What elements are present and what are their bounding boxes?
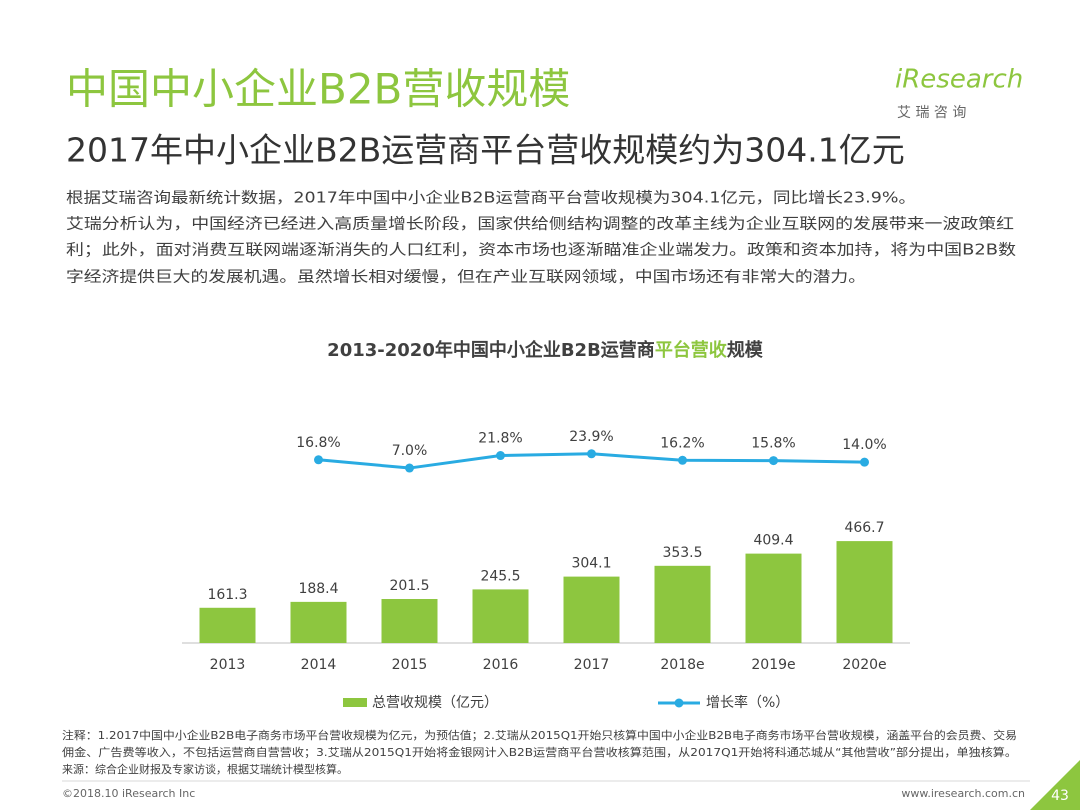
bar-label: 304.1 (571, 556, 611, 572)
bar-label: 409.4 (753, 533, 793, 549)
x-tick-label: 2018e (660, 657, 704, 673)
chart-title-part: 2013-2020年中国中小企业B2B运营商 (327, 339, 655, 361)
line-label: 7.0% (392, 443, 428, 459)
x-tick-label: 2019e (751, 657, 795, 673)
line-label: 21.8% (478, 431, 522, 447)
copyright: ©2018.10 iResearch Inc (62, 787, 195, 800)
line-point (769, 456, 778, 466)
x-tick-label: 2016 (483, 657, 519, 673)
bar-label: 161.3 (207, 587, 247, 603)
legend-label: 总营收规模（亿元） (372, 695, 498, 711)
line-label: 23.9% (569, 429, 613, 445)
bar (381, 599, 438, 643)
bar-label: 245.5 (480, 568, 520, 584)
line-point (860, 457, 869, 467)
x-tick-label: 2017 (574, 657, 610, 673)
note-line: 来源：综合企业财报及专家访谈，根据艾瑞统计模型核算。 (62, 762, 348, 776)
line-point (496, 451, 505, 461)
chart-title: 2013-2020年中国中小企业B2B运营商平台营收规模 (327, 339, 764, 361)
chart-title-part: 规模 (727, 339, 764, 361)
line-label: 16.2% (660, 435, 704, 451)
body-line: 利；此外，面对消费互联网端逐渐消失的人口红利，资本市场也逐渐瞄准企业端发力。政策… (66, 241, 1016, 259)
logo-cn: 艾 瑞 咨 询 (897, 105, 966, 121)
line-label: 16.8% (296, 435, 340, 451)
slide-title: 中国中小企业B2B营收规模 (66, 65, 570, 114)
bar-label: 353.5 (662, 545, 702, 561)
bar (745, 553, 802, 643)
line-point (587, 449, 596, 459)
slide-subtitle: 2017年中小企业B2B运营商平台营收规模约为304.1亿元 (66, 131, 905, 170)
bar (836, 541, 893, 643)
page-number: 43 (1051, 788, 1069, 804)
bar (290, 601, 347, 643)
line-point (314, 455, 323, 465)
line-label: 14.0% (842, 437, 886, 453)
line-point (405, 463, 414, 473)
x-tick-label: 2020e (842, 657, 886, 673)
bar (654, 565, 711, 643)
logo: iResearch (895, 65, 1023, 95)
x-tick-label: 2014 (301, 657, 337, 673)
legend-label: 增长率（%） (706, 694, 789, 711)
chart-title-highlight: 平台营收 (655, 339, 727, 361)
line-point (678, 455, 687, 465)
x-tick-label: 2013 (210, 657, 246, 673)
body-line: 根据艾瑞咨询最新统计数据，2017年中国中小企业B2B运营商平台营收规模为304… (66, 189, 916, 207)
note-line: 佣金、广告费等收入，不包括运营商自营营收；3.艾瑞从2015Q1开始将金银网计入… (62, 745, 1017, 759)
body-line: 艾瑞分析认为，中国经济已经进入高质量增长阶段，国家供给侧结构调整的改革主线为企业… (66, 215, 1014, 233)
body-line: 字经济提供巨大的发展机遇。虽然增长相对缓慢，但在产业互联网领域，中国市场还有非常… (66, 268, 866, 286)
bar (199, 607, 256, 643)
bar (563, 576, 620, 643)
corner (1030, 760, 1080, 810)
note-line: 注释：1.2017中国中小企业B2B电子商务市场平台营收规模为亿元，为预估值；2… (62, 728, 1017, 742)
legend-swatch (343, 698, 367, 707)
bar (472, 589, 529, 643)
bar-label: 466.7 (844, 520, 884, 536)
bar-label: 201.5 (389, 578, 429, 594)
bar-label: 188.4 (298, 581, 338, 597)
website: www.iresearch.com.cn (901, 787, 1025, 800)
x-tick-label: 2015 (392, 657, 428, 673)
legend-dot (674, 698, 684, 708)
line-label: 15.8% (751, 436, 795, 452)
